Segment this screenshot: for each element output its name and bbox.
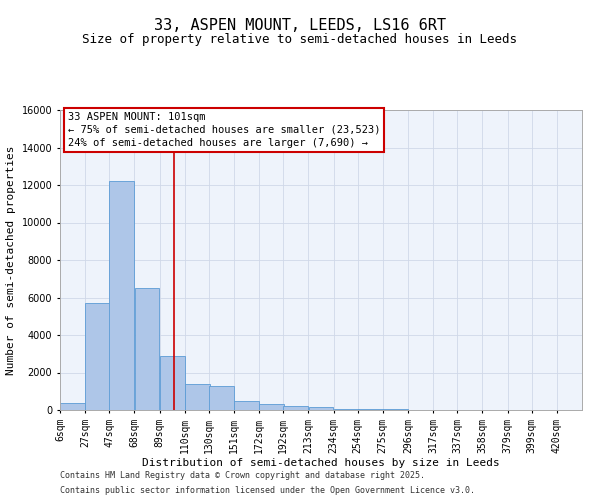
Bar — [185, 384, 210, 410]
Bar — [209, 386, 234, 410]
Bar — [283, 406, 308, 410]
Y-axis label: Number of semi-detached properties: Number of semi-detached properties — [6, 145, 16, 375]
Bar — [358, 409, 383, 410]
X-axis label: Distribution of semi-detached houses by size in Leeds: Distribution of semi-detached houses by … — [142, 458, 500, 468]
Text: 33, ASPEN MOUNT, LEEDS, LS16 6RT: 33, ASPEN MOUNT, LEEDS, LS16 6RT — [154, 18, 446, 32]
Bar — [308, 407, 334, 410]
Text: Contains public sector information licensed under the Open Government Licence v3: Contains public sector information licen… — [60, 486, 475, 495]
Text: 33 ASPEN MOUNT: 101sqm
← 75% of semi-detached houses are smaller (23,523)
24% of: 33 ASPEN MOUNT: 101sqm ← 75% of semi-det… — [68, 112, 380, 148]
Bar — [259, 404, 284, 410]
Text: Size of property relative to semi-detached houses in Leeds: Size of property relative to semi-detach… — [83, 32, 517, 46]
Bar — [60, 402, 85, 410]
Text: Contains HM Land Registry data © Crown copyright and database right 2025.: Contains HM Land Registry data © Crown c… — [60, 471, 425, 480]
Bar — [160, 356, 185, 410]
Bar — [334, 408, 359, 410]
Bar — [85, 303, 110, 410]
Bar — [234, 400, 259, 410]
Bar — [109, 181, 134, 410]
Bar — [134, 288, 160, 410]
